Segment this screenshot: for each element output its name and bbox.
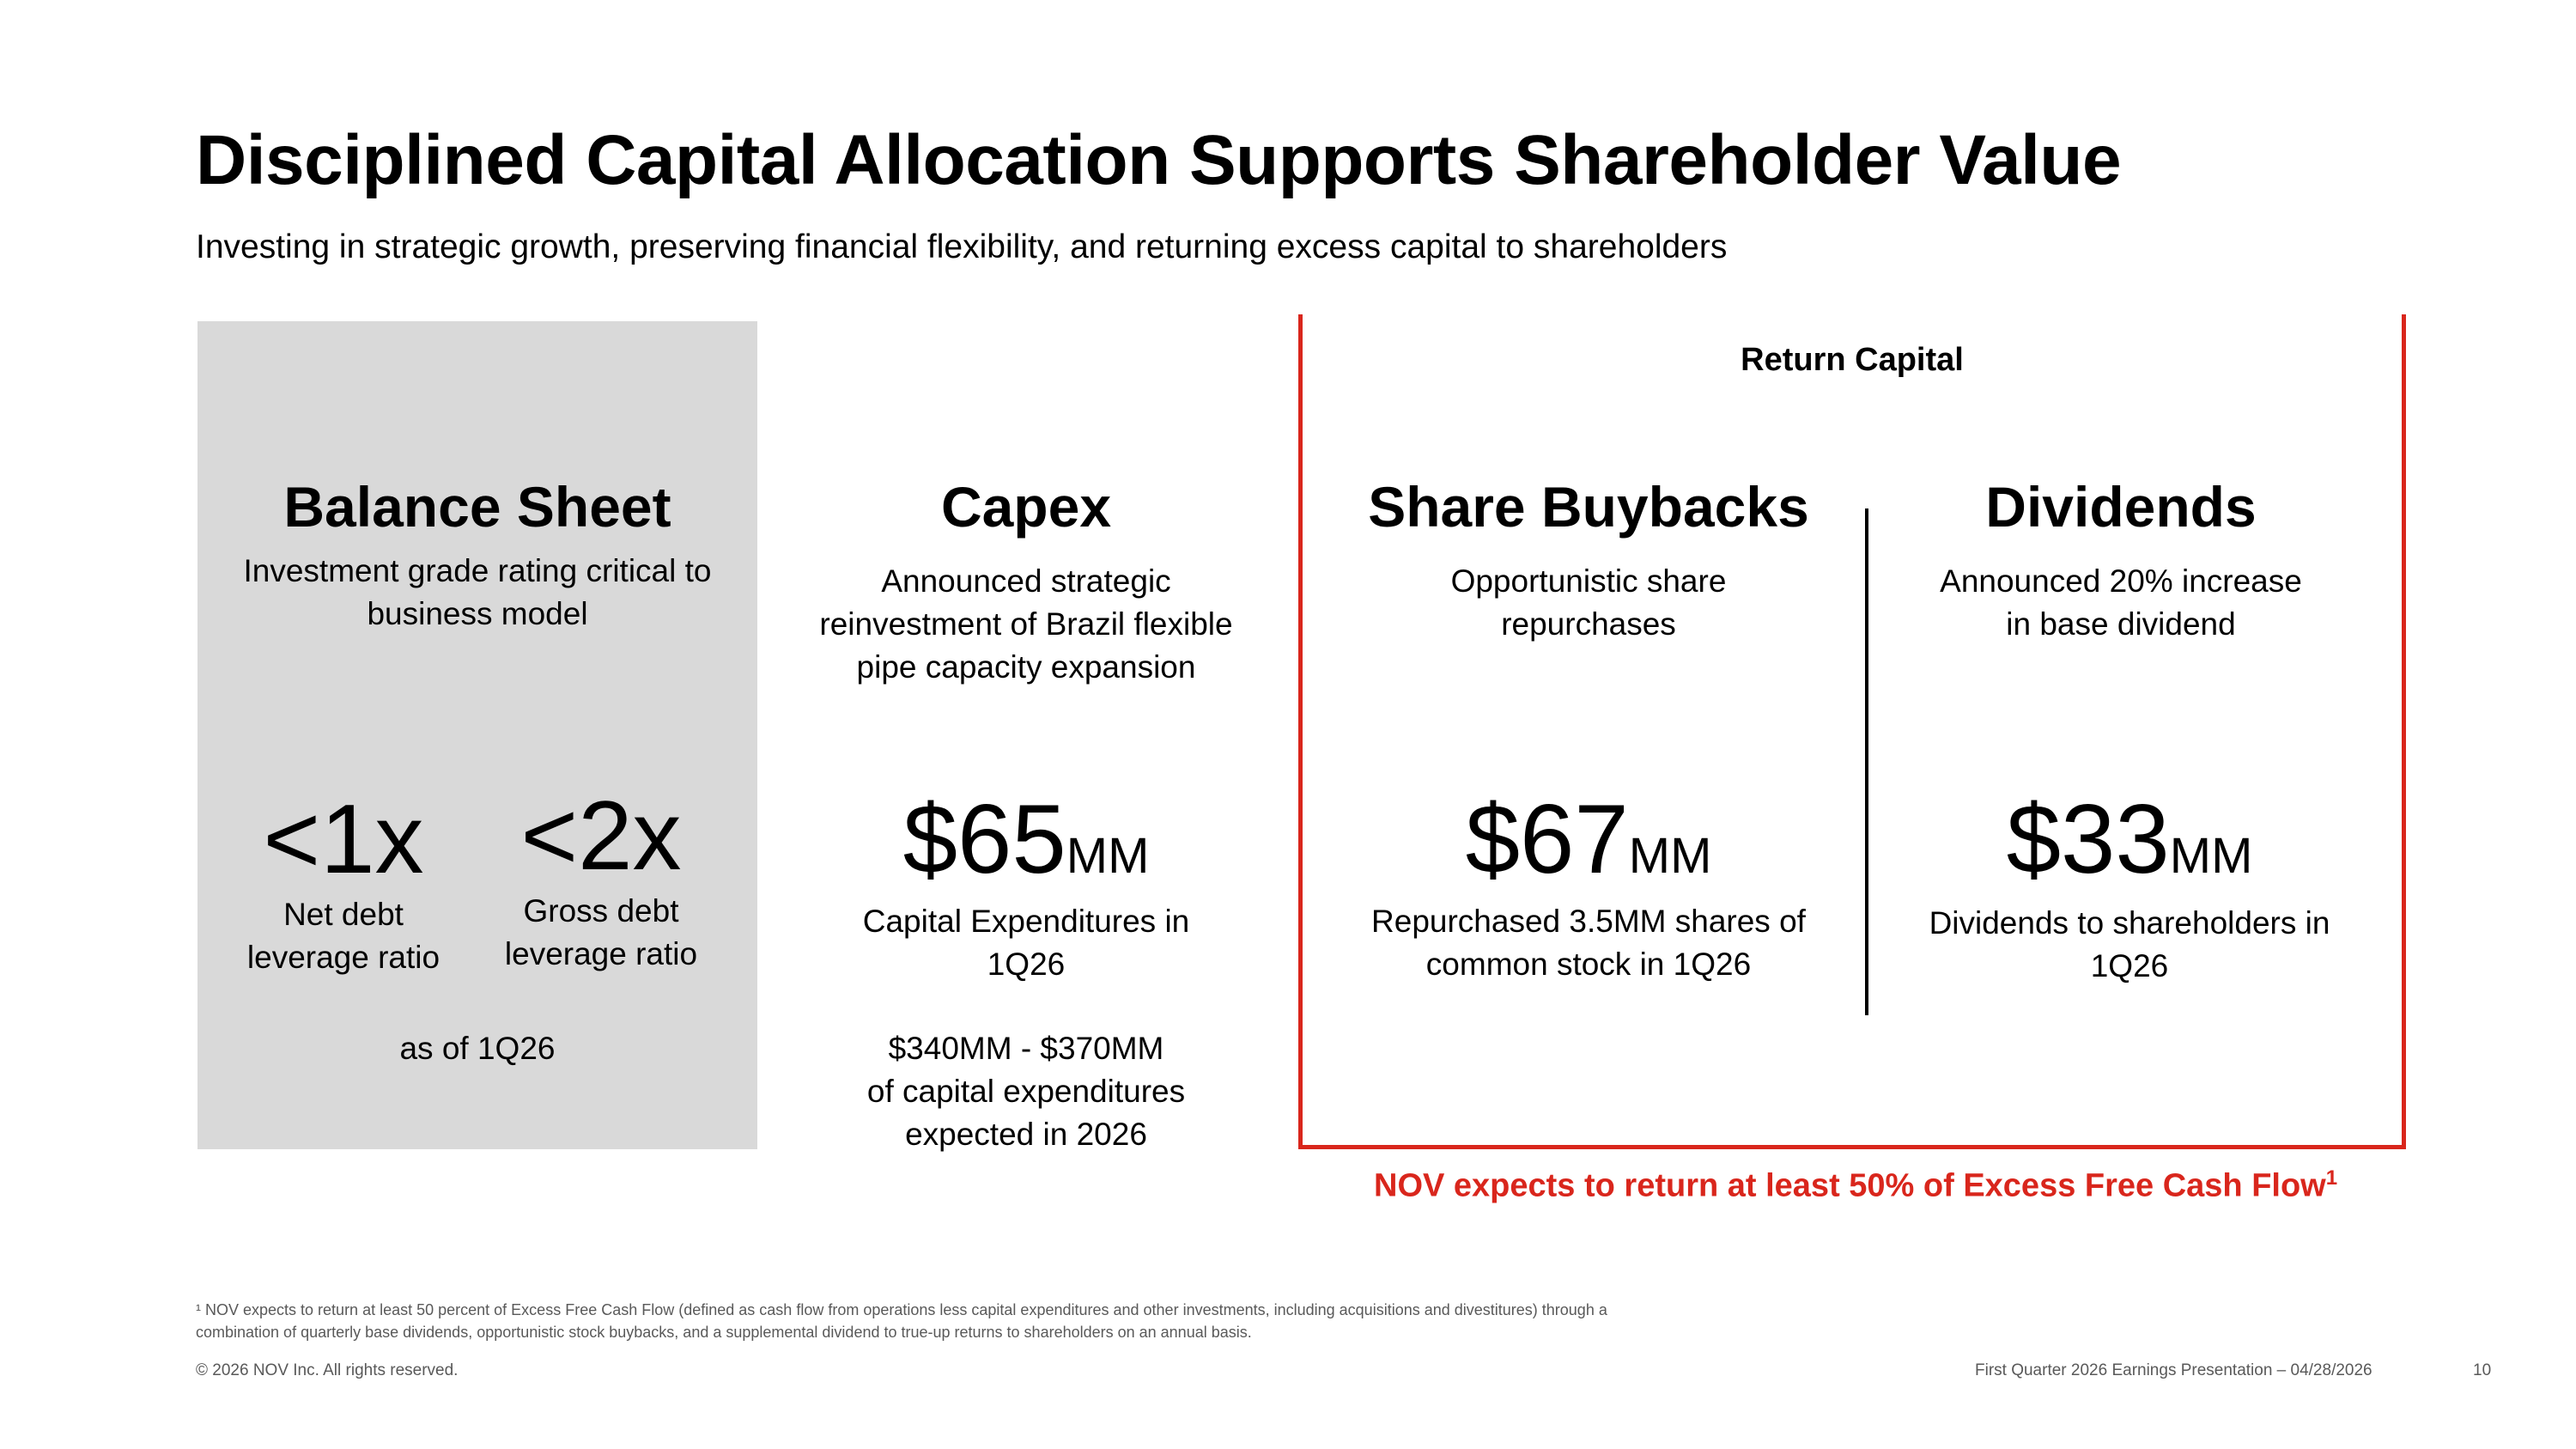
capex-outlook-caption: of capital expenditures expected in 2026 xyxy=(866,1074,1186,1152)
net-debt-value: <1x xyxy=(263,785,424,894)
capex-description: Announced strategic reinvestment of Braz… xyxy=(819,563,1233,685)
return-capital-divider xyxy=(1865,508,1868,1015)
as-of-label: as of 1Q26 xyxy=(399,1031,556,1066)
dividends-heading: Dividends xyxy=(1985,475,2257,539)
return-capital-box xyxy=(1298,314,2406,1149)
balance-sheet-heading: Balance Sheet xyxy=(283,475,671,539)
balance-sheet-panel xyxy=(197,321,757,1149)
share-buybacks-heading: Share Buybacks xyxy=(1368,475,1809,539)
capex-amount: $65 xyxy=(902,785,1066,894)
gross-debt-caption: Gross debt leverage ratio xyxy=(504,893,698,971)
return-commitment-note: NOV expects to return at least 50% of Ex… xyxy=(1374,1166,2337,1205)
footnote: ¹ NOV expects to return at least 50 perc… xyxy=(196,1301,1607,1341)
dividends-amount: $33 xyxy=(2006,785,2170,894)
share-buybacks-amount: $67 xyxy=(1465,785,1629,894)
page-title: Disciplined Capital Allocation Supports … xyxy=(196,121,2122,199)
share-buybacks-unit: MM xyxy=(1628,828,1712,884)
copyright: © 2026 NOV Inc. All rights reserved. xyxy=(196,1361,459,1379)
return-commitment-text: NOV expects to return at least 50% of Ex… xyxy=(1374,1167,2326,1204)
dividends-unit: MM xyxy=(2169,828,2253,884)
capex-unit: MM xyxy=(1066,828,1150,884)
return-capital-label: Return Capital xyxy=(1741,342,1964,378)
capex-value: $65MM xyxy=(799,788,1254,908)
page-number: 10 xyxy=(2473,1361,2492,1379)
gross-debt-value: <2x xyxy=(520,782,682,891)
dividends-description: Announced 20% increase in base dividend xyxy=(1940,563,2302,642)
dividends-caption: Dividends to shareholders in 1Q26 xyxy=(1929,905,2330,983)
share-buybacks-value: $67MM xyxy=(1322,788,1855,908)
share-buybacks-caption: Repurchased 3.5MM shares of common stock… xyxy=(1371,904,1806,982)
dividends-value: $33MM xyxy=(1880,788,2379,908)
presentation-info: First Quarter 2026 Earnings Presentation… xyxy=(1975,1361,2372,1379)
balance-sheet-description: Investment grade rating critical to busi… xyxy=(243,553,712,631)
footnote-marker: 1 xyxy=(2325,1166,2338,1190)
capex-heading: Capex xyxy=(940,475,1112,539)
capex-outlook-range: $340MM - $370MM xyxy=(888,1031,1164,1066)
share-buybacks-description: Opportunistic share repurchases xyxy=(1450,563,1727,642)
capex-caption: Capital Expenditures in 1Q26 xyxy=(862,904,1190,982)
page-subtitle: Investing in strategic growth, preservin… xyxy=(196,228,1728,265)
net-debt-caption: Net debt leverage ratio xyxy=(246,897,440,975)
